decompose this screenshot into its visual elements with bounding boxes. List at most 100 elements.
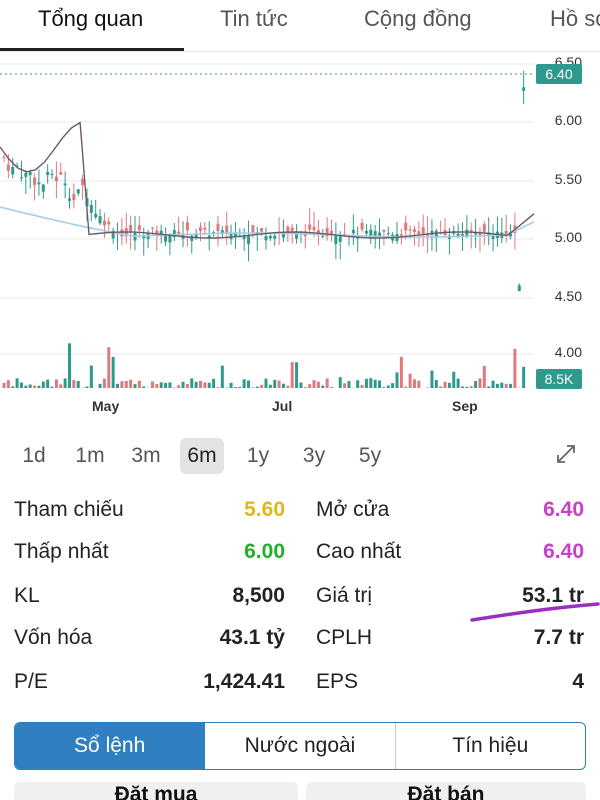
y-tick-label: 5.00 xyxy=(554,229,582,245)
volume-bar xyxy=(273,379,277,388)
tab-profile[interactable]: Hồ sơ xyxy=(550,6,600,31)
volume-bar xyxy=(399,356,403,388)
candle-body xyxy=(229,233,233,240)
y-tick-label: 4.50 xyxy=(554,288,582,304)
volume-bar xyxy=(19,382,23,388)
volume-bar xyxy=(225,387,229,388)
candle-body xyxy=(89,205,93,213)
candle-body xyxy=(378,232,382,237)
candle-body xyxy=(54,176,58,182)
trade-value-value: 53.1 tr xyxy=(522,584,584,607)
top-tab-bar: Tổng quan Tin tức Cộng đồng Hồ sơ xyxy=(0,0,600,52)
moving-average-short xyxy=(0,121,535,239)
volume-bar xyxy=(59,384,63,388)
candle-body xyxy=(412,229,416,232)
pe-value: 1,424.41 xyxy=(203,670,285,693)
range-3m[interactable]: 3m xyxy=(131,444,161,467)
candle-body xyxy=(233,232,237,238)
volume-bar xyxy=(487,386,491,388)
candle-body xyxy=(190,235,194,241)
candle-body xyxy=(408,229,412,231)
volume-bar xyxy=(11,386,15,388)
market-cap-label: Vốn hóa xyxy=(14,626,93,649)
volume-bar xyxy=(474,381,478,388)
buy-button[interactable]: Đặt mua xyxy=(14,782,298,800)
open-price-value: 6.40 xyxy=(543,498,584,521)
volume-bar xyxy=(360,385,364,388)
candle-body xyxy=(421,227,425,234)
candle-body xyxy=(102,220,106,226)
candle-body xyxy=(194,234,198,238)
volume-bar xyxy=(408,373,412,388)
candle-body xyxy=(50,173,54,175)
volume-bar xyxy=(308,384,312,388)
volume-bar xyxy=(168,382,172,388)
candle-body xyxy=(295,231,299,239)
range-6m[interactable]: 6m xyxy=(180,438,224,474)
expand-icon[interactable] xyxy=(554,442,578,466)
volume-bar xyxy=(439,386,443,388)
volume-bar xyxy=(177,385,181,388)
handwritten-underline xyxy=(470,602,600,622)
volume-bar xyxy=(295,362,299,388)
y-tick-label: 6.00 xyxy=(554,112,582,128)
volume-bar xyxy=(417,380,421,388)
volume-bar xyxy=(181,381,185,388)
candle-body xyxy=(24,172,28,177)
volume-bar xyxy=(522,366,526,388)
segment-signals[interactable]: Tín hiệu xyxy=(452,734,529,757)
candle-body xyxy=(216,223,220,232)
volume-bar xyxy=(373,379,377,388)
candle-body xyxy=(343,233,347,235)
volume-bar xyxy=(242,379,246,388)
ref-price-label: Tham chiếu xyxy=(14,498,124,521)
trade-value-label: Giá trị xyxy=(316,584,373,607)
candle-body xyxy=(33,177,37,185)
tab-community[interactable]: Cộng đồng xyxy=(364,6,472,31)
volume-bar xyxy=(155,384,159,388)
x-tick-label: May xyxy=(92,398,120,414)
candle-body xyxy=(434,230,438,238)
segment-foreign[interactable]: Nước ngoài xyxy=(205,723,396,769)
volume-bar xyxy=(500,382,504,388)
candle-body xyxy=(504,230,508,236)
volume-bar xyxy=(456,378,460,388)
candle-body xyxy=(417,231,421,234)
high-price-label: Cao nhất xyxy=(316,540,402,563)
sell-button[interactable]: Đặt bán xyxy=(306,782,586,800)
shares-outstanding-value: 7.7 tr xyxy=(533,626,584,649)
volume-bar xyxy=(316,381,320,388)
volume-bar xyxy=(107,347,111,388)
volume-bar xyxy=(2,382,6,388)
volume-badge: 8.5K xyxy=(536,369,582,389)
tab-news[interactable]: Tin tức xyxy=(220,6,288,31)
price-chart[interactable]: 6.50 6.00 5.50 5.00 4.50 4.00 6.40 8.5K … xyxy=(0,52,600,422)
candle-body xyxy=(264,236,268,241)
volume-bar xyxy=(412,379,416,388)
candle-body xyxy=(281,233,285,238)
volume-bar xyxy=(386,385,390,388)
segment-order-book[interactable]: Sổ lệnh xyxy=(15,723,206,769)
range-1d[interactable]: 1d xyxy=(22,444,46,467)
active-tab-indicator xyxy=(0,48,184,51)
volume-bar xyxy=(290,362,294,388)
candle-body xyxy=(334,235,338,245)
y-tick-label: 4.00 xyxy=(554,344,582,360)
range-1y[interactable]: 1y xyxy=(246,444,270,467)
range-3y[interactable]: 3y xyxy=(302,444,326,467)
tab-overview[interactable]: Tổng quan xyxy=(38,6,144,31)
eps-value: 4 xyxy=(572,670,584,693)
range-1m[interactable]: 1m xyxy=(75,444,105,467)
volume-bar xyxy=(203,382,207,388)
range-5y[interactable]: 5y xyxy=(358,444,382,467)
volume-bar xyxy=(150,381,154,388)
volume-bar xyxy=(509,383,513,388)
volume-bar xyxy=(207,382,211,388)
volume-bar xyxy=(98,383,102,388)
volume-bar xyxy=(469,386,473,388)
high-price-value: 6.40 xyxy=(543,540,584,563)
volume-bar xyxy=(491,380,495,388)
ref-price-value: 5.60 xyxy=(244,498,285,521)
candle-body xyxy=(98,216,102,224)
candle-body xyxy=(399,234,403,236)
